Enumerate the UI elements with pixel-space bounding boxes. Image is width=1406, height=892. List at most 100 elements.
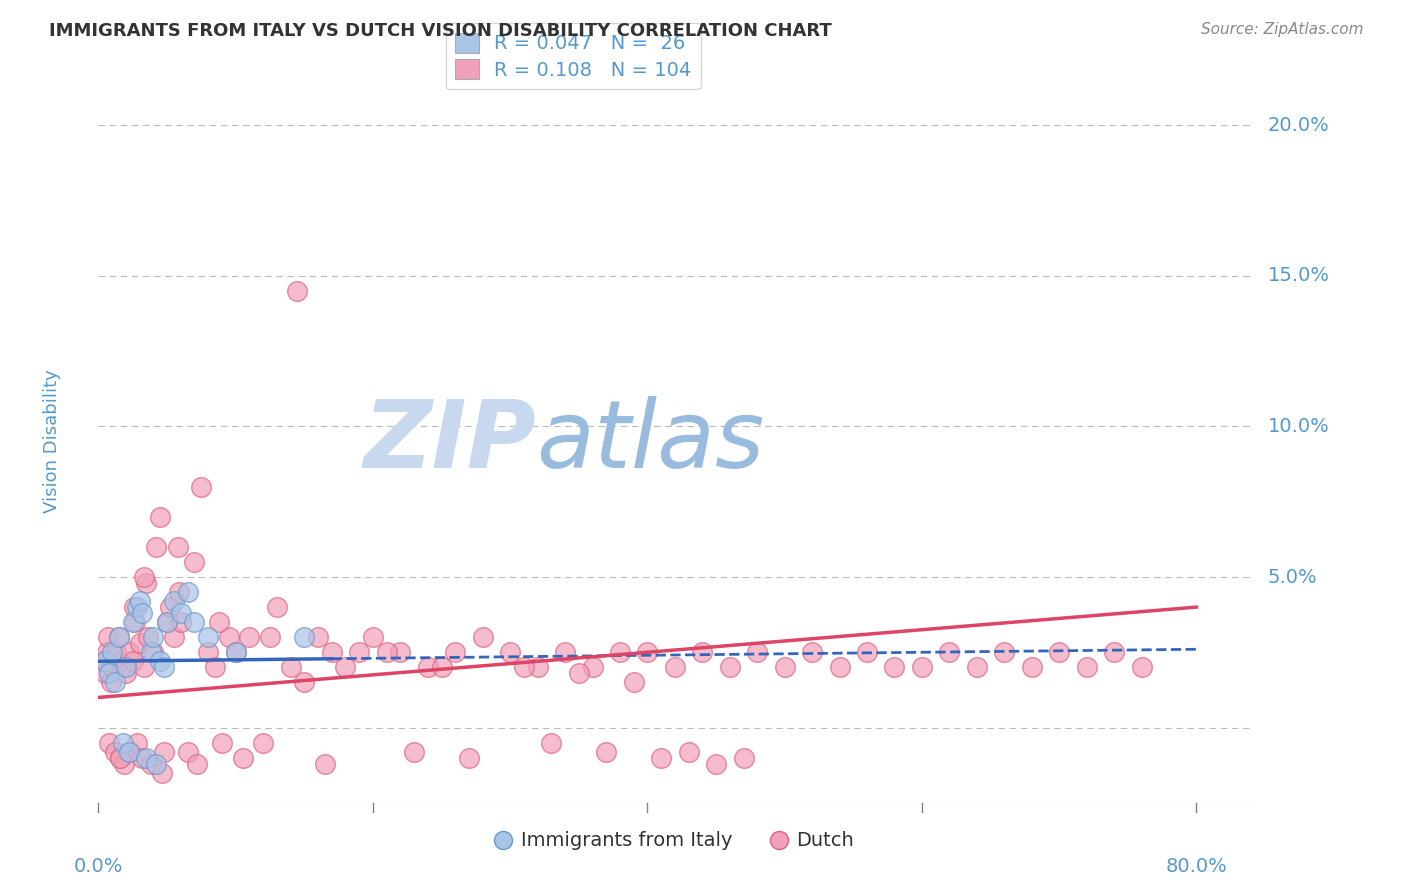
- Text: Vision Disability: Vision Disability: [44, 369, 62, 514]
- Point: [280, 660, 302, 674]
- Point: [595, 745, 617, 759]
- Point: [128, 594, 150, 608]
- Point: [458, 750, 481, 764]
- Point: [132, 660, 155, 674]
- Point: [568, 666, 591, 681]
- Point: [135, 576, 157, 591]
- Text: 5.0%: 5.0%: [1268, 567, 1317, 587]
- Point: [149, 654, 172, 668]
- Point: [156, 615, 179, 630]
- Point: [773, 660, 796, 674]
- Point: [91, 654, 114, 668]
- Point: [98, 666, 121, 681]
- Point: [321, 645, 343, 659]
- Point: [416, 660, 439, 674]
- Point: [197, 630, 219, 644]
- Point: [211, 735, 233, 749]
- Point: [150, 765, 173, 780]
- Point: [718, 660, 741, 674]
- Point: [609, 645, 631, 659]
- Point: [692, 645, 714, 659]
- Point: [142, 645, 165, 659]
- Point: [1102, 645, 1125, 659]
- Point: [125, 735, 148, 749]
- Point: [110, 750, 132, 764]
- Point: [115, 666, 138, 681]
- Point: [1076, 660, 1098, 674]
- Point: [993, 645, 1015, 659]
- Point: [121, 615, 143, 630]
- Point: [149, 509, 172, 524]
- Point: [163, 630, 186, 644]
- Point: [292, 630, 315, 644]
- Point: [1021, 660, 1043, 674]
- Point: [287, 284, 309, 298]
- Point: [139, 645, 162, 659]
- Point: [112, 660, 135, 674]
- Legend: Immigrants from Italy, Dutch: Immigrants from Italy, Dutch: [488, 823, 862, 858]
- Point: [307, 630, 329, 644]
- Point: [1047, 645, 1070, 659]
- Point: [98, 735, 121, 749]
- Point: [733, 750, 755, 764]
- Point: [1130, 660, 1153, 674]
- Point: [828, 660, 851, 674]
- Point: [104, 745, 127, 759]
- Point: [389, 645, 412, 659]
- Point: [183, 615, 205, 630]
- Point: [197, 645, 219, 659]
- Point: [142, 630, 165, 644]
- Text: IMMIGRANTS FROM ITALY VS DUTCH VISION DISABILITY CORRELATION CHART: IMMIGRANTS FROM ITALY VS DUTCH VISION DI…: [49, 22, 832, 40]
- Point: [159, 600, 181, 615]
- Point: [623, 675, 645, 690]
- Point: [124, 615, 146, 630]
- Point: [361, 630, 384, 644]
- Text: atlas: atlas: [537, 396, 765, 487]
- Point: [554, 645, 576, 659]
- Point: [131, 606, 153, 620]
- Point: [101, 660, 124, 674]
- Point: [100, 675, 122, 690]
- Point: [115, 660, 138, 674]
- Point: [128, 636, 150, 650]
- Point: [966, 660, 988, 674]
- Point: [526, 660, 548, 674]
- Text: 20.0%: 20.0%: [1268, 116, 1330, 135]
- Point: [513, 660, 536, 674]
- Point: [104, 675, 127, 690]
- Point: [444, 645, 467, 659]
- Point: [856, 645, 879, 659]
- Point: [581, 660, 603, 674]
- Point: [145, 540, 167, 554]
- Point: [167, 540, 190, 554]
- Point: [135, 750, 157, 764]
- Point: [938, 645, 960, 659]
- Point: [136, 630, 159, 644]
- Point: [225, 645, 247, 659]
- Text: 10.0%: 10.0%: [1268, 417, 1330, 436]
- Point: [375, 645, 398, 659]
- Point: [131, 750, 153, 764]
- Point: [218, 630, 240, 644]
- Point: [231, 750, 254, 764]
- Point: [105, 645, 128, 659]
- Point: [292, 675, 315, 690]
- Point: [125, 600, 148, 615]
- Point: [186, 756, 208, 771]
- Point: [266, 600, 288, 615]
- Point: [252, 735, 274, 749]
- Point: [169, 585, 191, 599]
- Point: [911, 660, 934, 674]
- Point: [704, 756, 727, 771]
- Text: 15.0%: 15.0%: [1268, 267, 1330, 285]
- Point: [471, 630, 494, 644]
- Point: [94, 654, 117, 668]
- Point: [122, 600, 145, 615]
- Point: [650, 750, 672, 764]
- Point: [145, 756, 167, 771]
- Point: [176, 585, 198, 599]
- Point: [208, 615, 231, 630]
- Point: [225, 645, 247, 659]
- Point: [118, 745, 141, 759]
- Point: [117, 645, 139, 659]
